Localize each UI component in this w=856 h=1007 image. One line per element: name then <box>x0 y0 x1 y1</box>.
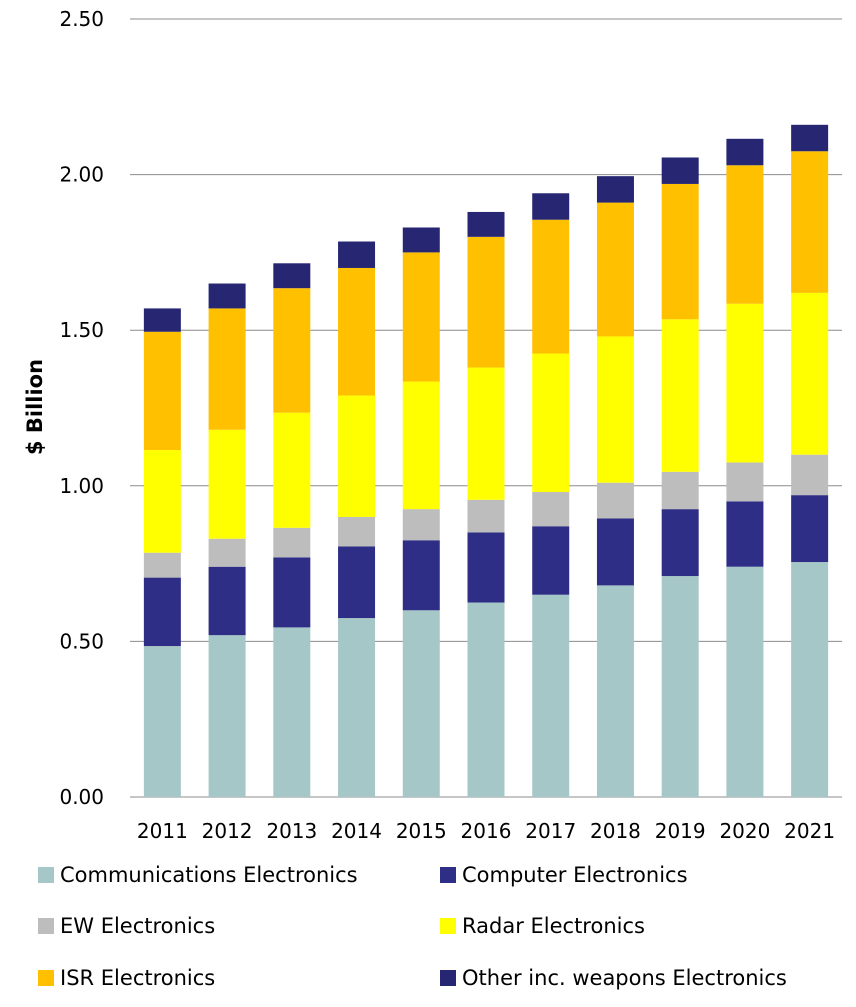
x-tick-label: 2019 <box>655 819 706 843</box>
bar-segment <box>661 183 699 320</box>
bar-segment <box>661 157 699 184</box>
bar-segment <box>532 193 570 220</box>
x-tick-label: 2014 <box>331 819 382 843</box>
x-tick-label: 2021 <box>784 819 835 843</box>
bar-segment <box>338 618 376 797</box>
bar-segment <box>791 292 829 455</box>
bar-segment <box>661 509 699 577</box>
bar-segment <box>402 252 440 382</box>
bar-segment <box>402 227 440 253</box>
bar-segment <box>467 499 505 533</box>
bar-segment <box>596 336 634 483</box>
bar-segment <box>338 546 376 619</box>
bar-segment <box>402 540 440 611</box>
bar-segment <box>402 381 440 510</box>
bar-segment <box>467 532 505 603</box>
bar-segment <box>791 562 829 797</box>
bar-segment <box>791 124 829 152</box>
bar-segment <box>726 462 764 502</box>
bar-segment <box>726 501 764 567</box>
bar-segment <box>273 527 311 558</box>
bar-segment <box>143 331 181 451</box>
x-tick-label: 2016 <box>461 819 512 843</box>
x-tick-label: 2011 <box>137 819 188 843</box>
bar-segment <box>596 176 634 203</box>
y-tick-label: 2.50 <box>59 7 104 31</box>
bar-segment <box>532 219 570 354</box>
y-tick-label: 1.50 <box>59 318 104 342</box>
x-tick-label: 2018 <box>590 819 641 843</box>
y-tick-label: 1.00 <box>59 474 104 498</box>
bar-segment <box>208 429 246 539</box>
bar-segment <box>596 585 634 797</box>
bar-segment <box>338 241 376 268</box>
bar-segment <box>467 367 505 500</box>
bar-segment <box>273 557 311 628</box>
y-tick-label: 2.00 <box>59 163 104 187</box>
x-tick-label: 2013 <box>266 819 317 843</box>
bar-segment <box>596 482 634 519</box>
bar-segment <box>143 552 181 578</box>
bar-segment <box>338 267 376 396</box>
bar-segment <box>726 303 764 463</box>
bar-segment <box>532 594 570 797</box>
y-tick-label: 0.00 <box>59 785 104 809</box>
bar-segment <box>338 395 376 517</box>
bar-segment <box>532 492 570 527</box>
bar-segment <box>208 566 246 636</box>
bar-segment <box>143 308 181 332</box>
bar-segment <box>208 635 246 797</box>
bar-segment <box>791 495 829 563</box>
x-axis-ticks: 2011 2012 2013 2014 2015 2016 2017 2018 2019 2020… <box>137 819 835 843</box>
bar-segment <box>726 566 764 797</box>
bar-segment <box>273 627 311 797</box>
x-tick-label: 2015 <box>396 819 447 843</box>
y-tick-label: 0.50 <box>59 629 104 653</box>
bar-segment <box>208 538 246 567</box>
bar-segment <box>791 151 829 293</box>
bar-segment <box>273 263 311 289</box>
bar-segment <box>208 283 246 309</box>
bar-segment <box>726 165 764 304</box>
y-axis-label: $ Billion <box>23 359 47 455</box>
bar-segment <box>402 610 440 797</box>
bar-segment <box>208 308 246 430</box>
x-tick-label: 2017 <box>525 819 576 843</box>
bar-segment <box>532 353 570 493</box>
bar-segment <box>273 412 311 528</box>
bar-segment <box>661 471 699 510</box>
bar-segment <box>143 577 181 647</box>
bar-segment <box>791 454 829 496</box>
y-axis-ticks: 0.00 0.50 1.00 1.50 2.00 2.50 <box>59 7 104 809</box>
bar-segment <box>143 646 181 797</box>
bar-segment <box>467 602 505 797</box>
bar-segment <box>532 526 570 595</box>
bar-segment <box>661 319 699 472</box>
bar-segment <box>596 518 634 586</box>
x-tick-label: 2020 <box>719 819 770 843</box>
bar-segment <box>402 509 440 541</box>
bars <box>143 124 829 797</box>
bar-segment <box>596 202 634 337</box>
bar-segment <box>467 236 505 368</box>
bar-segment <box>467 211 505 237</box>
x-tick-label: 2012 <box>202 819 253 843</box>
bar-segment <box>661 576 699 797</box>
bar-segment <box>338 516 376 547</box>
bar-segment <box>143 450 181 553</box>
bar-segment <box>726 138 764 166</box>
bar-segment <box>273 288 311 413</box>
